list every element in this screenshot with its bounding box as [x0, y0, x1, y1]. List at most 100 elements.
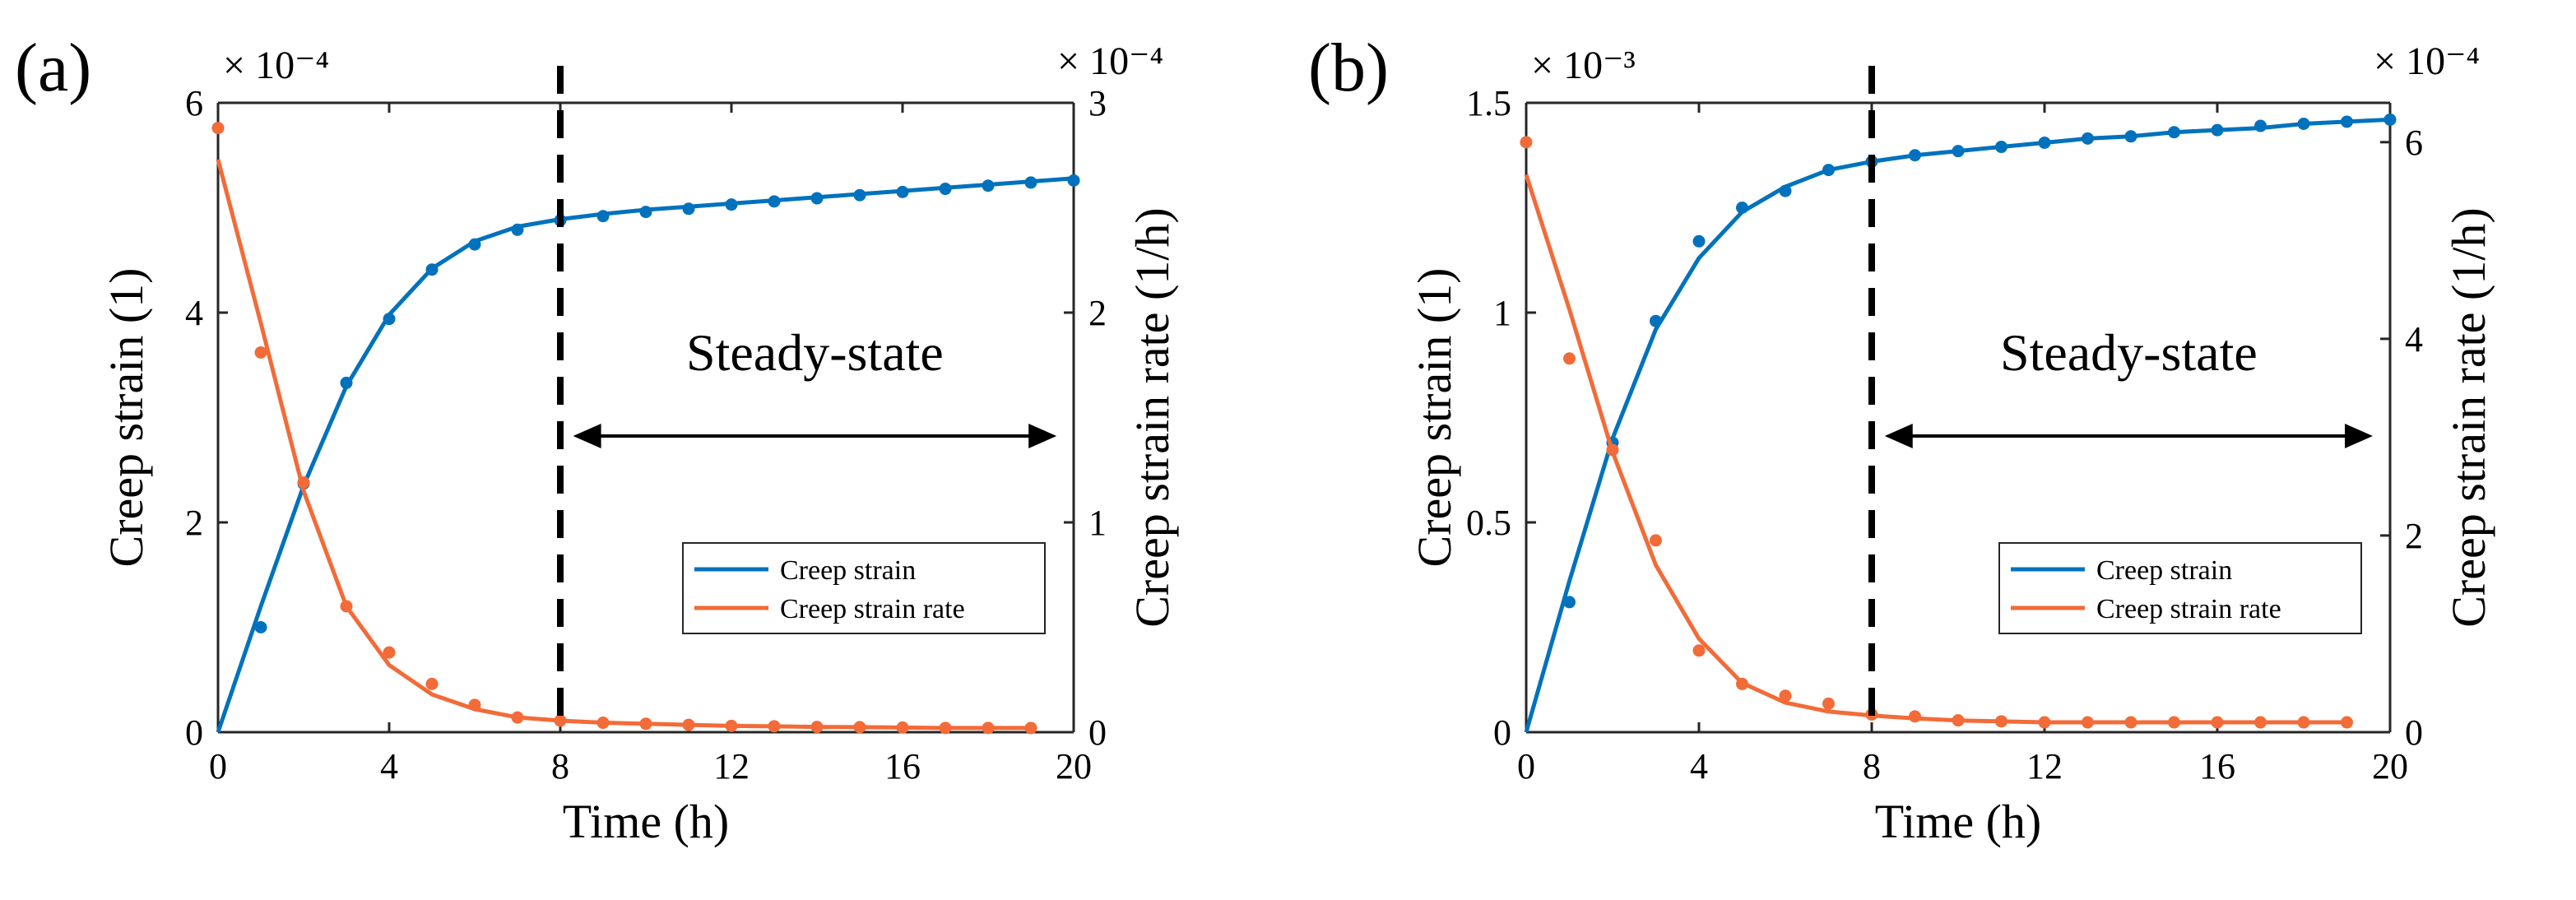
x-tick-label: 0 — [1517, 746, 1535, 786]
steady-state-annotation: Steady-state — [686, 323, 944, 382]
data-point-creep-strain-rate — [2254, 716, 2267, 729]
data-point-creep-strain-rate — [2124, 716, 2137, 729]
data-point-creep-strain-rate — [1563, 352, 1576, 365]
data-point-creep-strain — [1692, 234, 1706, 248]
data-point-creep-strain-rate — [1822, 697, 1835, 710]
data-point-creep-strain — [896, 185, 909, 198]
data-point-creep-strain-rate — [2082, 716, 2094, 729]
y-left-tick-label: 4 — [185, 293, 203, 333]
panel-label: (b) — [1308, 30, 1389, 106]
data-point-creep-strain — [1563, 596, 1576, 609]
y-right-tick-label: 2 — [1088, 293, 1107, 333]
data-point-creep-strain — [982, 179, 995, 193]
data-point-creep-strain-rate — [682, 718, 695, 731]
data-point-creep-strain-rate — [1606, 443, 1619, 457]
arrow-head-right — [1028, 424, 1057, 448]
legend: Creep strain Creep strain rate — [1998, 542, 2362, 634]
y-left-axis-label: Creep strain (1) — [1408, 268, 1461, 568]
data-point-creep-strain-rate — [1692, 644, 1706, 657]
legend-box — [1998, 542, 2362, 634]
data-point-creep-strain — [2082, 132, 2094, 145]
data-point-creep-strain — [853, 188, 866, 202]
data-point-creep-strain-rate — [939, 721, 952, 735]
x-tick-label: 12 — [2026, 746, 2063, 786]
legend: Creep strain Creep strain rate — [682, 542, 1046, 634]
data-point-creep-strain-rate — [383, 646, 396, 659]
data-point-creep-strain-rate — [1736, 677, 1748, 690]
y-left-tick-label: 1 — [1493, 293, 1511, 333]
data-point-creep-strain-rate — [468, 698, 481, 712]
data-point-creep-strain — [2211, 123, 2224, 137]
data-point-creep-strain — [1995, 141, 2007, 154]
data-point-creep-strain-rate — [1779, 689, 1792, 703]
arrow-head-right — [2345, 424, 2373, 448]
y-right-tick-label: 0 — [2405, 712, 2423, 753]
data-point-creep-strain — [1067, 174, 1080, 187]
y-right-axis-label: Creep strain rate (1/h) — [1126, 207, 1179, 628]
x-tick-label: 20 — [2372, 746, 2408, 786]
x-tick-label: 0 — [209, 746, 227, 786]
data-point-creep-strain — [1909, 149, 1921, 162]
y-left-tick-label: 0 — [1493, 712, 1511, 753]
data-point-creep-strain — [1736, 202, 1748, 214]
data-point-creep-strain-rate — [297, 476, 310, 489]
y-left-exponent: × 10⁻³ — [1531, 44, 1636, 87]
data-point-creep-strain — [1822, 164, 1835, 177]
data-point-creep-strain — [340, 376, 353, 389]
data-point-creep-strain-rate — [596, 717, 610, 730]
data-point-creep-strain-rate — [768, 720, 781, 733]
data-point-creep-strain-rate — [639, 717, 652, 731]
x-axis-label: Time (h) — [563, 795, 730, 848]
series-line-creep-strain-rate — [216, 159, 1031, 731]
y-right-exponent: × 10⁻⁴ — [2374, 39, 2480, 83]
data-point-creep-strain — [2254, 119, 2267, 132]
data-point-creep-strain-rate — [896, 721, 909, 734]
data-point-creep-strain-rate — [1520, 136, 1533, 149]
data-point-creep-strain — [254, 621, 267, 633]
data-point-creep-strain — [768, 195, 781, 208]
data-point-creep-strain-rate — [810, 721, 824, 734]
y-left-tick-label: 1.5 — [1466, 83, 1511, 123]
data-point-creep-strain — [725, 198, 738, 211]
x-tick-label: 8 — [1863, 746, 1881, 786]
data-point-creep-strain-rate — [982, 721, 995, 735]
data-point-creep-strain-rate — [511, 711, 524, 724]
data-point-creep-strain-rate — [1024, 721, 1037, 735]
y-right-tick-label: 4 — [2405, 319, 2423, 360]
series-line-creep-strain — [1524, 117, 2391, 733]
legend-label: Creep strain rate — [2096, 594, 2281, 624]
legend-label: Creep strain — [2096, 555, 2232, 586]
data-point-creep-strain-rate — [1909, 710, 1921, 723]
data-point-creep-strain — [425, 263, 439, 276]
data-point-creep-strain-rate — [1995, 715, 2007, 728]
data-point-creep-strain — [2297, 118, 2310, 130]
data-point-creep-strain — [2168, 126, 2180, 139]
y-right-tick-label: 1 — [1088, 503, 1107, 543]
data-point-creep-strain-rate — [2038, 716, 2051, 729]
arrow-head-left — [1884, 424, 1913, 448]
series-line-creep-strain-rate — [1524, 174, 2347, 725]
data-point-creep-strain — [1024, 176, 1037, 189]
y-left-axis-label: Creep strain (1) — [100, 268, 153, 568]
x-tick-label: 12 — [713, 746, 750, 786]
data-point-creep-strain-rate — [254, 346, 267, 359]
data-point-creep-strain-rate — [2168, 716, 2180, 729]
data-point-creep-strain — [1952, 145, 1965, 158]
data-point-creep-strain — [2383, 113, 2397, 126]
legend-label: Creep strain — [780, 555, 916, 586]
x-tick-label: 20 — [1056, 746, 1092, 786]
data-point-creep-strain — [810, 192, 824, 205]
y-left-exponent: × 10⁻⁴ — [223, 44, 329, 87]
data-point-creep-strain-rate — [853, 721, 866, 734]
data-point-creep-strain-rate — [554, 714, 567, 727]
data-point-creep-strain-rate — [211, 122, 225, 135]
data-point-creep-strain-rate — [2297, 716, 2310, 729]
data-point-creep-strain — [383, 313, 396, 326]
data-point-creep-strain-rate — [1952, 714, 1965, 727]
data-point-creep-strain-rate — [1650, 534, 1662, 547]
y-right-axis-label: Creep strain rate (1/h) — [2442, 207, 2495, 628]
panel-label: (a) — [15, 30, 91, 106]
